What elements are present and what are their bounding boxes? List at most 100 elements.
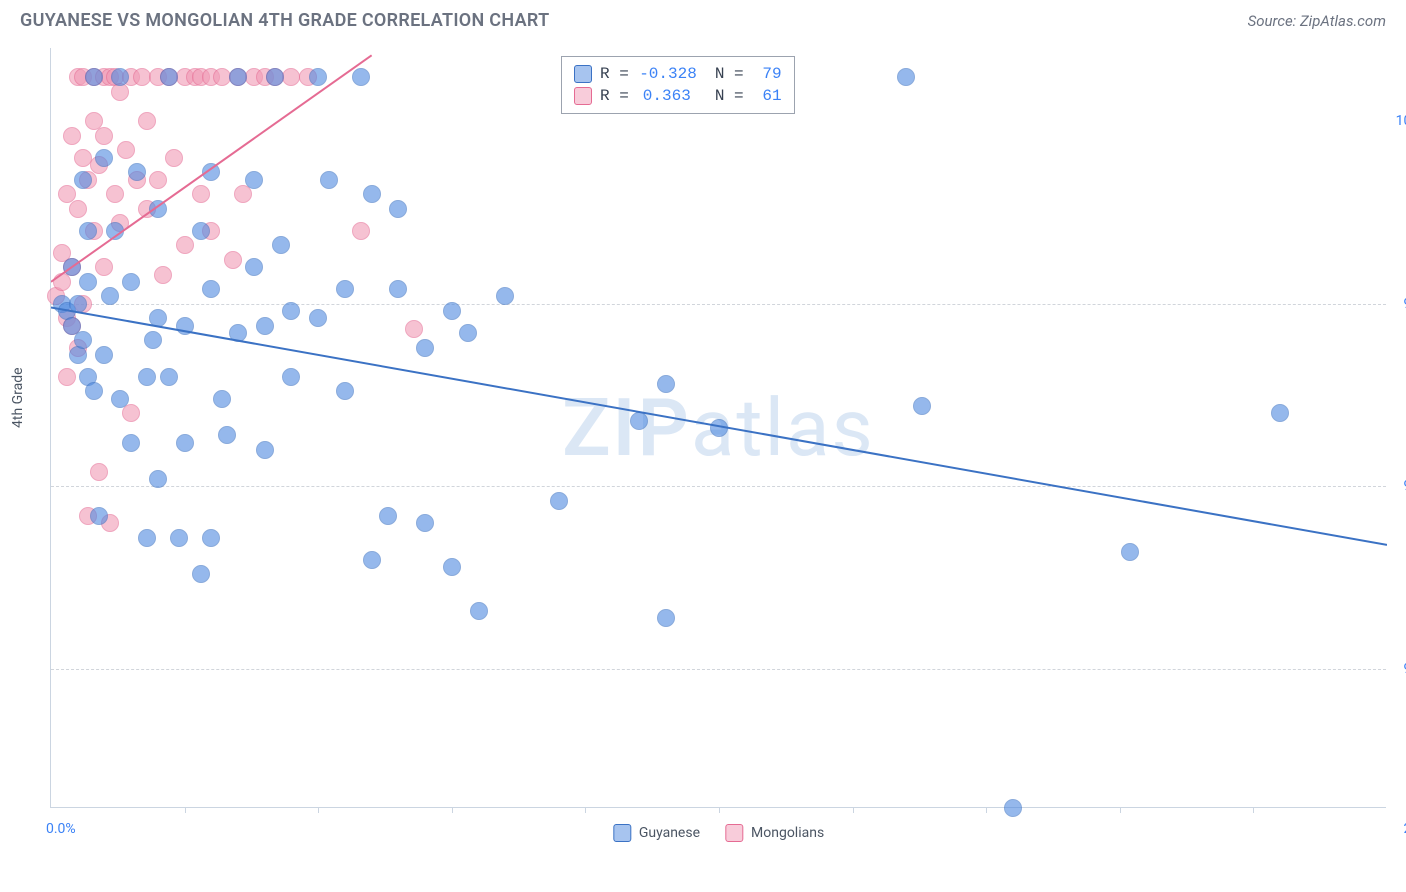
data-point <box>218 426 236 444</box>
x-tick <box>1120 807 1121 813</box>
data-point <box>363 185 381 203</box>
data-point <box>58 368 76 386</box>
data-point <box>229 324 247 342</box>
data-point <box>379 507 397 525</box>
watermark-bold: ZIP <box>562 381 691 475</box>
bottom-legend-mongolians: Mongolians <box>725 824 824 842</box>
data-point <box>170 529 188 547</box>
x-tick <box>853 807 854 813</box>
data-point <box>657 375 675 393</box>
bottom-legend-label: Guyanese <box>639 825 700 841</box>
data-point <box>63 127 81 145</box>
data-point <box>138 368 156 386</box>
data-point <box>389 200 407 218</box>
bottom-legend-guyanese: Guyanese <box>613 824 700 842</box>
data-point <box>496 287 514 305</box>
data-point <box>272 236 290 254</box>
n-value-guyanese: 79 <box>752 65 782 83</box>
data-point <box>1004 799 1022 817</box>
data-point <box>69 200 87 218</box>
x-tick <box>986 807 987 813</box>
data-point <box>128 163 146 181</box>
r-label: R = <box>600 87 629 105</box>
data-point <box>897 68 915 86</box>
chart-title: GUYANESE VS MONGOLIAN 4TH GRADE CORRELAT… <box>20 10 549 31</box>
data-point <box>320 171 338 189</box>
data-point <box>122 404 140 422</box>
data-point <box>63 258 81 276</box>
data-point <box>405 320 423 338</box>
data-point <box>192 565 210 583</box>
data-point <box>913 397 931 415</box>
swatch-mongolians <box>725 824 743 842</box>
data-point <box>95 346 113 364</box>
data-point <box>176 236 194 254</box>
data-point <box>138 112 156 130</box>
data-point <box>363 551 381 569</box>
data-point <box>336 280 354 298</box>
r-value-guyanese: -0.328 <box>637 65 697 83</box>
data-point <box>138 529 156 547</box>
n-label: N = <box>715 65 744 83</box>
data-point <box>202 163 220 181</box>
data-point <box>352 68 370 86</box>
source-label: Source: ZipAtlas.com <box>1248 12 1386 30</box>
n-label: N = <box>715 87 744 105</box>
data-point <box>106 185 124 203</box>
x-tick <box>719 807 720 813</box>
correlation-legend: R = -0.328 N = 79 R = 0.363 N = 61 <box>561 56 795 114</box>
data-point <box>154 266 172 284</box>
data-point <box>74 331 92 349</box>
data-point <box>122 273 140 291</box>
data-point <box>160 68 178 86</box>
legend-row-guyanese: R = -0.328 N = 79 <box>574 63 782 85</box>
data-point <box>266 68 284 86</box>
data-point <box>336 382 354 400</box>
data-point <box>106 222 124 240</box>
data-point <box>657 609 675 627</box>
data-point <box>74 171 92 189</box>
data-point <box>85 382 103 400</box>
data-point <box>149 171 167 189</box>
x-tick <box>585 807 586 813</box>
data-point <box>95 127 113 145</box>
x-tick <box>185 807 186 813</box>
x-tick <box>452 807 453 813</box>
swatch-guyanese <box>574 65 592 83</box>
data-point <box>245 258 263 276</box>
data-point <box>69 295 87 313</box>
data-point <box>710 419 728 437</box>
data-point <box>459 324 477 342</box>
data-point <box>79 273 97 291</box>
data-point <box>309 309 327 327</box>
data-point <box>149 200 167 218</box>
data-point <box>352 222 370 240</box>
data-point <box>229 68 247 86</box>
data-point <box>111 68 129 86</box>
data-point <box>245 171 263 189</box>
data-point <box>443 558 461 576</box>
data-point <box>1121 543 1139 561</box>
bottom-legend-label: Mongolians <box>751 825 824 841</box>
data-point <box>202 529 220 547</box>
data-point <box>95 149 113 167</box>
gridline <box>51 486 1386 487</box>
data-point <box>224 251 242 269</box>
data-point <box>90 507 108 525</box>
data-point <box>416 514 434 532</box>
gridline <box>51 304 1386 305</box>
swatch-mongolians <box>574 87 592 105</box>
swatch-guyanese <box>613 824 631 842</box>
x-tick <box>318 807 319 813</box>
y-tick-label: 100.0% <box>1396 113 1406 129</box>
data-point <box>213 390 231 408</box>
x-tick-label-left: 0.0% <box>46 821 76 837</box>
data-point <box>149 309 167 327</box>
data-point <box>256 441 274 459</box>
data-point <box>550 492 568 510</box>
data-point <box>202 280 220 298</box>
data-point <box>309 68 327 86</box>
n-value-mongolians: 61 <box>752 87 782 105</box>
data-point <box>149 470 167 488</box>
data-point <box>192 185 210 203</box>
